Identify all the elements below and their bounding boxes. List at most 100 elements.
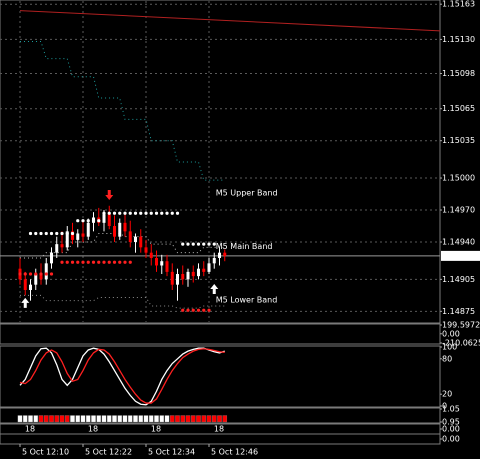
signal-bar — [80, 415, 86, 423]
level-dot — [160, 211, 164, 215]
level-dot — [196, 308, 201, 312]
signal-bar — [75, 415, 81, 423]
sell-arrow — [105, 190, 114, 201]
level-dot — [191, 242, 195, 246]
y-tick-label: 0.00 — [442, 425, 460, 434]
candle-body — [155, 258, 159, 266]
level-dot — [191, 308, 195, 312]
signal-bar — [133, 415, 138, 423]
level-dot — [76, 219, 80, 223]
y-tick-label: 1.15035 — [442, 136, 475, 145]
candle-body — [107, 214, 111, 227]
y-tick-label: -210.0625 — [442, 339, 480, 348]
level-dot — [202, 242, 206, 246]
level-dot — [91, 260, 96, 264]
candle-body — [39, 274, 43, 280]
candle-body — [144, 247, 148, 253]
level-dot — [65, 231, 69, 236]
oscillator-line — [19, 348, 225, 404]
level-dot — [165, 211, 169, 215]
level-dot — [34, 231, 38, 236]
candle-body — [134, 236, 138, 243]
panel-label: 18 — [214, 425, 224, 434]
level-dot — [97, 219, 101, 223]
level-dot — [102, 211, 106, 215]
candle-body — [71, 231, 75, 240]
panel-frame — [0, 345, 441, 408]
level-dot — [107, 260, 111, 264]
y-tick-label: 1.05 — [442, 405, 460, 414]
signal-bar — [211, 415, 217, 423]
candle-body — [102, 214, 106, 223]
signal-bar — [185, 415, 191, 423]
candle-body — [23, 279, 27, 291]
level-dot — [170, 211, 174, 215]
candle-body — [223, 252, 227, 256]
level-dot — [28, 231, 33, 236]
candle-body — [149, 252, 153, 259]
level-dot — [123, 211, 127, 215]
signal-bar — [96, 415, 102, 423]
signal-bar — [180, 415, 186, 423]
band-label: M5 Upper Band — [216, 189, 278, 198]
y-tick-label: 1.14875 — [442, 307, 475, 316]
level-dot — [149, 211, 153, 215]
candle-body — [197, 268, 201, 277]
y-tick-label: 0.95 — [442, 418, 460, 427]
level-dot — [34, 272, 38, 276]
y-tick-label: 100 — [442, 343, 457, 352]
y-tick-label: 0.00 — [442, 435, 460, 444]
candle-body — [34, 274, 38, 285]
signal-bar — [127, 415, 133, 423]
signal-bar — [38, 415, 44, 423]
level-dot — [23, 272, 27, 276]
signal-bar — [49, 415, 54, 423]
level-dot — [112, 260, 117, 264]
y-tick-label: 1.15098 — [442, 69, 475, 78]
level-dot — [44, 231, 48, 236]
level-dot — [65, 260, 69, 264]
level-dot — [107, 211, 111, 215]
candle-body — [202, 268, 206, 272]
y-tick-label: 80 — [442, 354, 452, 363]
candle-body — [44, 263, 48, 280]
level-dot — [44, 272, 48, 276]
y-tick-label: 1.14905 — [442, 275, 475, 284]
price-tag — [441, 250, 480, 261]
panel-frame — [0, 407, 441, 424]
signal-bar — [138, 415, 144, 423]
panel-label: 18 — [88, 425, 98, 434]
signal-bar — [33, 415, 39, 423]
signal-bar — [43, 415, 49, 423]
signal-bar — [159, 415, 165, 423]
signal-bar — [148, 415, 154, 423]
signal-bar — [154, 415, 159, 423]
y-tick-label: 0 — [442, 402, 447, 411]
buy-arrow — [21, 297, 30, 308]
y-tick-label: 1.15000 — [442, 174, 475, 183]
candle-body — [212, 258, 216, 264]
y-tick-label: 199.5972 — [442, 321, 480, 330]
candle-body — [128, 231, 132, 243]
level-dot — [207, 308, 211, 312]
level-dot — [212, 242, 216, 246]
candle-body — [29, 284, 33, 291]
signal-bar — [17, 415, 23, 423]
candle-body — [165, 261, 169, 272]
candle-body — [55, 244, 59, 253]
signal-bar — [28, 415, 33, 423]
candle-body — [123, 222, 127, 232]
level-dot — [55, 231, 59, 236]
panel-frame — [0, 0, 441, 324]
x-tick-label: 5 Oct 12:34 — [148, 448, 195, 457]
signal-bar — [143, 415, 149, 423]
level-dot — [60, 260, 64, 264]
panel-label: 18 — [151, 425, 161, 434]
band-label: M5 Lower Band — [216, 296, 278, 305]
signal-bar — [54, 415, 60, 423]
y-tick-label: 1.14970 — [442, 206, 475, 215]
signal-bar — [164, 415, 170, 423]
y-tick-label: 1.15130 — [442, 35, 475, 44]
